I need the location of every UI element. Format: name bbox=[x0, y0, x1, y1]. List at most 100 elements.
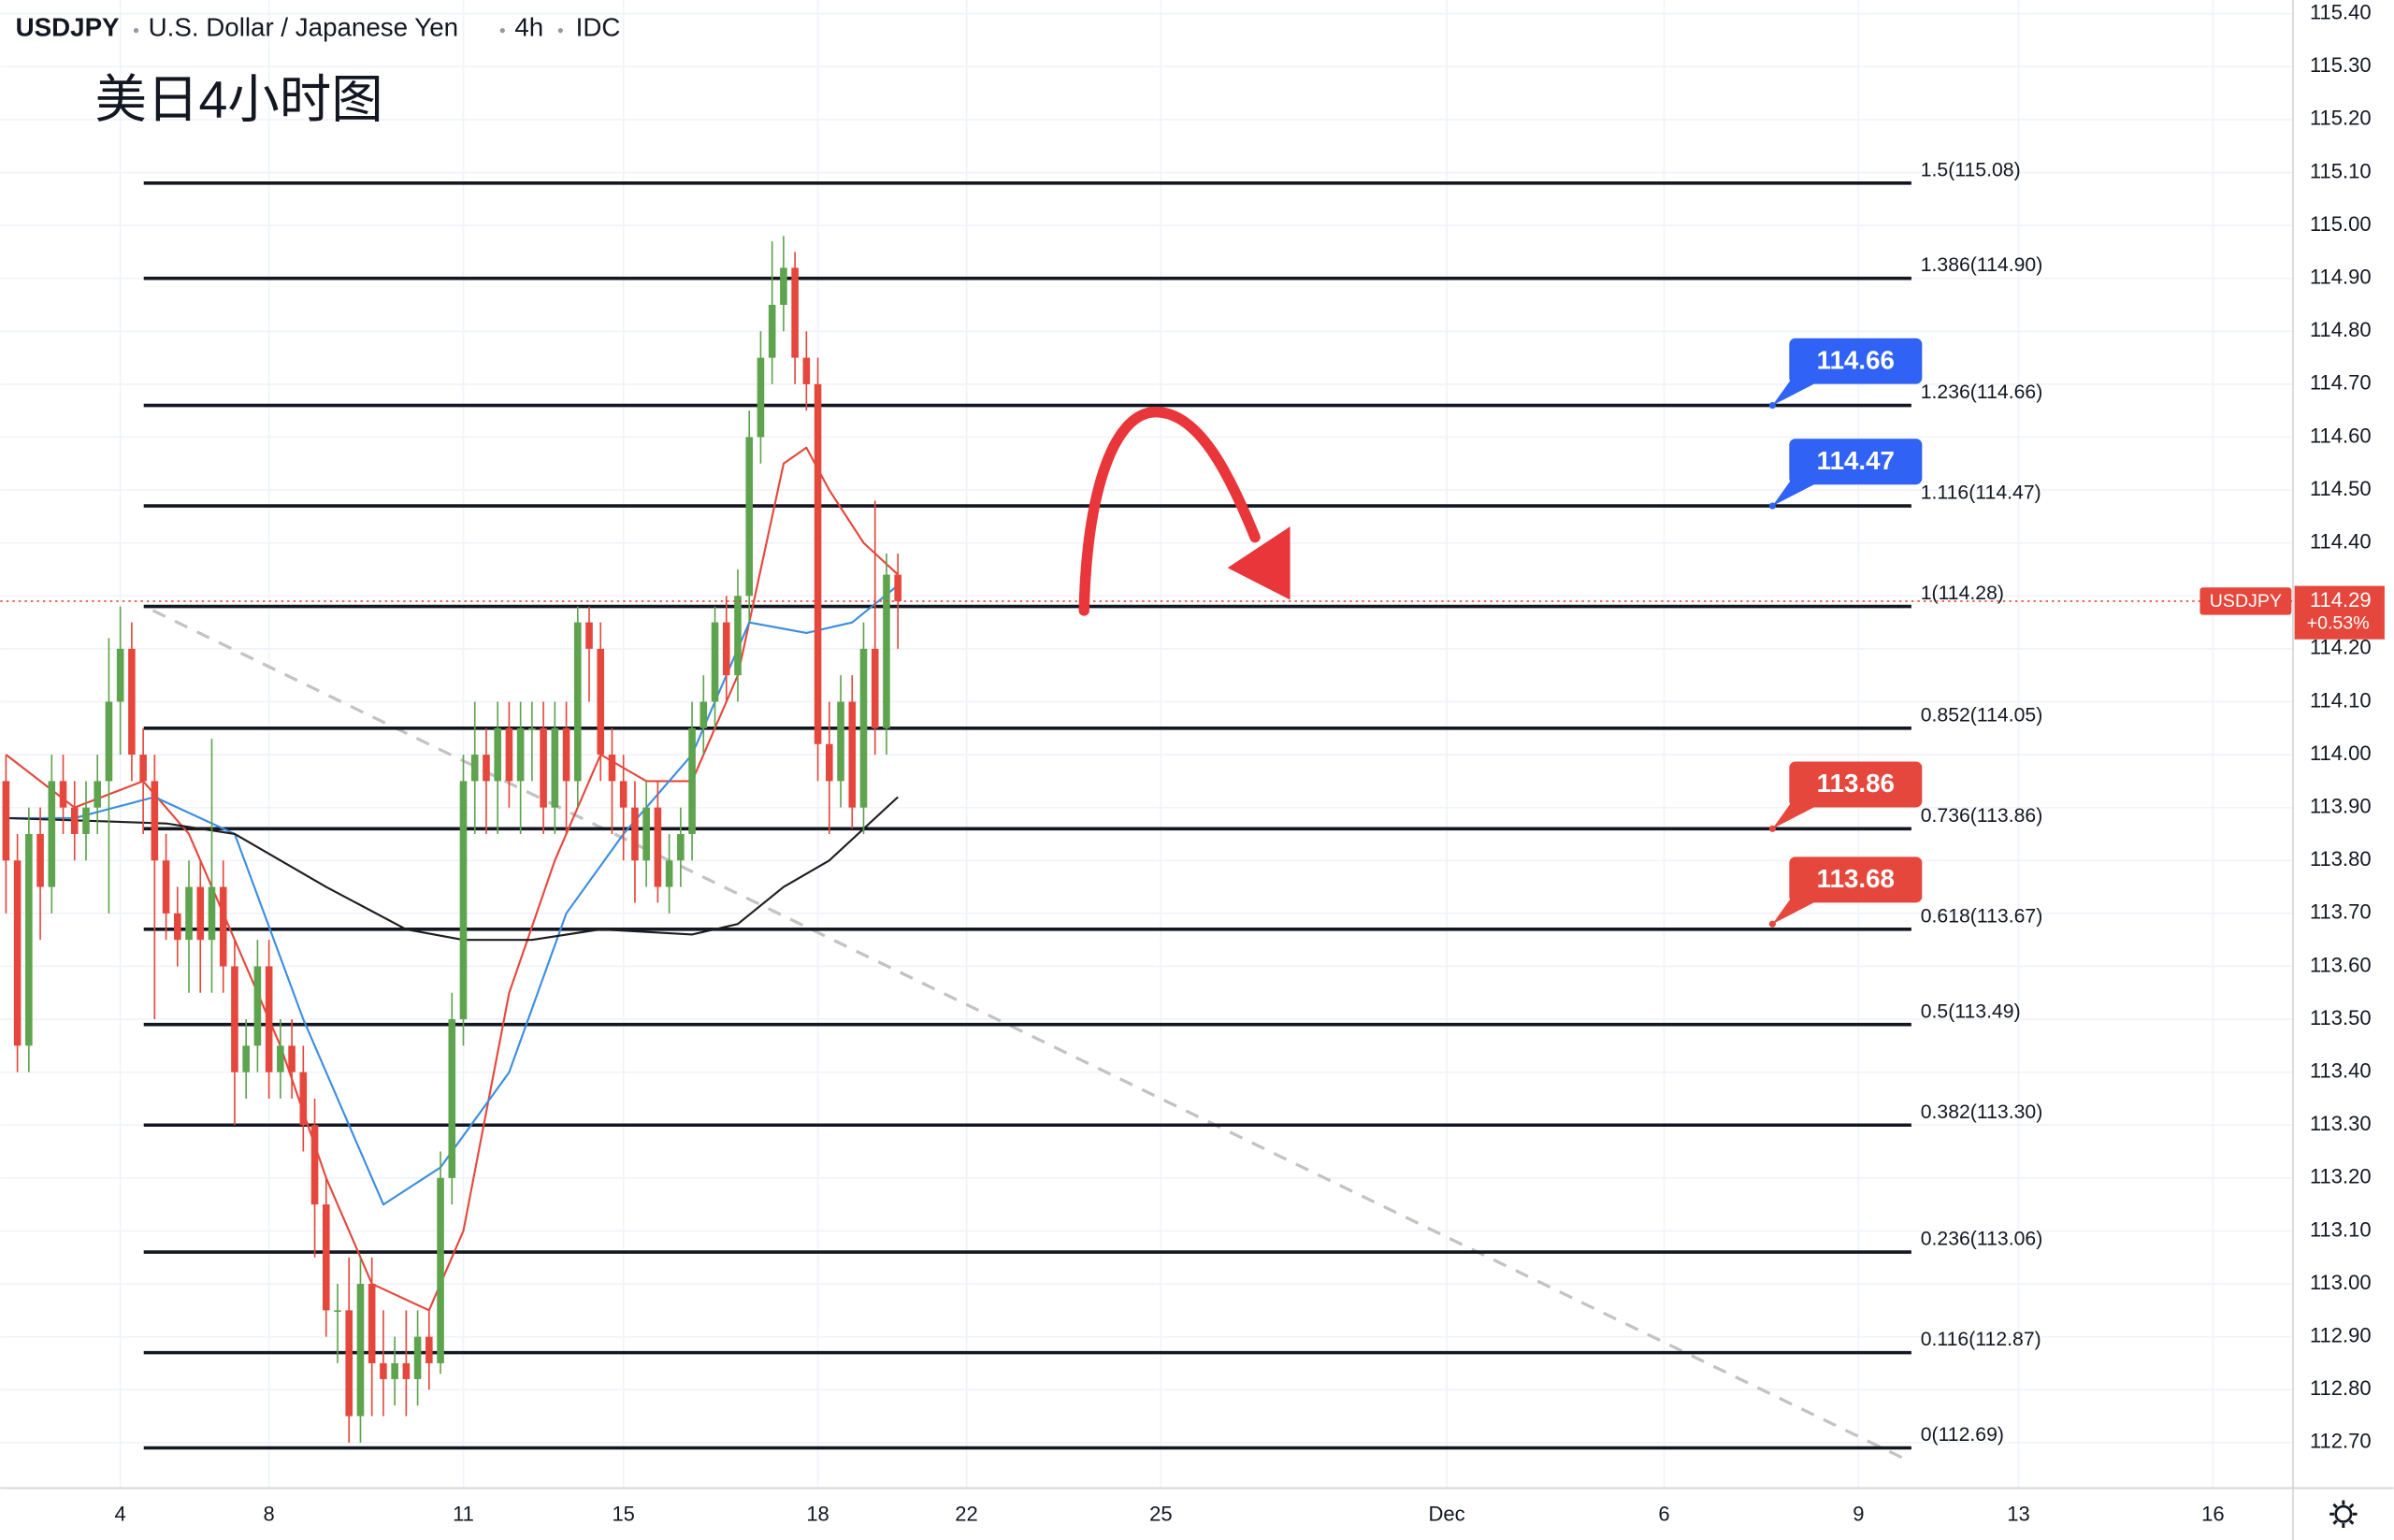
candle-body bbox=[528, 727, 536, 730]
x-tick-label: 25 bbox=[1149, 1503, 1173, 1526]
candle bbox=[391, 1336, 398, 1406]
fib-label: 0.736(113.86) bbox=[1921, 805, 2043, 827]
candle-body bbox=[837, 701, 844, 782]
candle-body bbox=[711, 622, 719, 702]
fib-label: 1.386(114.90) bbox=[1921, 254, 2043, 276]
candle-body bbox=[848, 701, 857, 808]
y-tick-label: 113.70 bbox=[2310, 900, 2372, 924]
separator bbox=[133, 28, 139, 34]
candle bbox=[745, 410, 753, 623]
candle-body bbox=[59, 781, 67, 808]
last-price-name-bg bbox=[2199, 587, 2292, 615]
y-tick-label: 113.10 bbox=[2310, 1217, 2372, 1241]
candle bbox=[802, 331, 811, 411]
candle-body bbox=[562, 727, 570, 782]
y-tick-label: 114.90 bbox=[2310, 266, 2372, 289]
candle bbox=[368, 1257, 376, 1417]
y-tick-label: 113.50 bbox=[2310, 1006, 2372, 1029]
candle-body bbox=[814, 383, 822, 744]
trend-line bbox=[151, 609, 1910, 1462]
last-price-change: +0.53% bbox=[2307, 613, 2370, 634]
candle bbox=[219, 860, 227, 993]
candle-body bbox=[551, 727, 559, 808]
candle-body bbox=[757, 357, 765, 438]
candle-body bbox=[151, 781, 159, 861]
candle-body bbox=[883, 574, 890, 728]
x-tick-label: 9 bbox=[1853, 1503, 1864, 1526]
arrow-curve bbox=[1078, 407, 1261, 616]
candle-body bbox=[174, 913, 181, 941]
callout-box bbox=[1789, 338, 1923, 384]
candle bbox=[459, 755, 468, 1046]
candle bbox=[345, 1257, 353, 1443]
candle bbox=[380, 1310, 387, 1417]
candle-body bbox=[585, 622, 593, 649]
candle-body bbox=[665, 860, 673, 887]
candle bbox=[231, 940, 238, 1126]
candle bbox=[551, 701, 559, 834]
separator bbox=[499, 28, 505, 34]
candle-body bbox=[13, 860, 22, 1046]
candle bbox=[437, 1151, 444, 1374]
candle-body bbox=[791, 267, 799, 358]
fib-label: 0.852(114.05) bbox=[1921, 704, 2043, 726]
candle bbox=[70, 781, 79, 861]
candle bbox=[277, 1019, 284, 1099]
candle bbox=[768, 241, 776, 384]
fib-label: 1.5(115.08) bbox=[1921, 159, 2021, 180]
moving-average bbox=[6, 584, 899, 1206]
y-tick-label: 115.30 bbox=[2310, 53, 2372, 77]
candle-body bbox=[573, 622, 582, 782]
candle-body bbox=[70, 807, 79, 834]
candle bbox=[871, 500, 879, 756]
candle bbox=[665, 833, 673, 914]
candle bbox=[448, 992, 456, 1205]
last-price-bg bbox=[2294, 585, 2385, 640]
candle-body bbox=[345, 1310, 353, 1417]
y-tick-label: 112.90 bbox=[2310, 1323, 2372, 1346]
chart-title: 美日4小时图 bbox=[94, 71, 382, 129]
callout-label: 114.47 bbox=[1817, 446, 1895, 475]
candle bbox=[322, 1177, 330, 1337]
candle-body bbox=[505, 727, 513, 782]
candle-body bbox=[242, 1045, 250, 1072]
fib-label: 1(114.28) bbox=[1921, 583, 2004, 604]
candle bbox=[48, 755, 56, 914]
candle bbox=[483, 727, 490, 834]
candle bbox=[128, 622, 136, 782]
candle-body bbox=[368, 1284, 376, 1363]
candle bbox=[585, 606, 593, 702]
callout-anchor bbox=[1768, 825, 1776, 832]
candle-body bbox=[654, 807, 662, 887]
candle bbox=[837, 675, 844, 808]
separator bbox=[557, 28, 563, 34]
candle-body bbox=[677, 833, 685, 861]
header: USDJPY U.S. Dollar / Japanese Yen 4h IDC bbox=[16, 12, 621, 41]
y-tick-label: 113.60 bbox=[2310, 953, 2372, 976]
source: IDC bbox=[576, 12, 621, 41]
candle bbox=[848, 675, 857, 829]
candle-body bbox=[894, 574, 901, 601]
last-price-name: USDJPY bbox=[2210, 591, 2282, 612]
candle bbox=[82, 781, 90, 861]
candle bbox=[516, 701, 525, 834]
candle-body bbox=[25, 833, 33, 1046]
settings-icon[interactable] bbox=[2329, 1500, 2358, 1528]
candle bbox=[425, 1310, 433, 1390]
candle bbox=[36, 807, 44, 941]
candle bbox=[413, 1310, 422, 1406]
candle-body bbox=[402, 1362, 411, 1379]
candle-body bbox=[859, 648, 868, 808]
symbol: USDJPY bbox=[16, 12, 120, 41]
candle bbox=[2, 755, 10, 914]
candle-body bbox=[642, 807, 650, 861]
moving-average bbox=[5, 446, 899, 1312]
price-callout: 114.47 bbox=[1768, 439, 1923, 510]
candle bbox=[116, 606, 124, 756]
y-tick-label: 114.10 bbox=[2310, 688, 2372, 712]
gear-ring bbox=[2334, 1504, 2353, 1523]
y-tick-label: 113.00 bbox=[2310, 1271, 2372, 1294]
candle-body bbox=[139, 755, 147, 782]
